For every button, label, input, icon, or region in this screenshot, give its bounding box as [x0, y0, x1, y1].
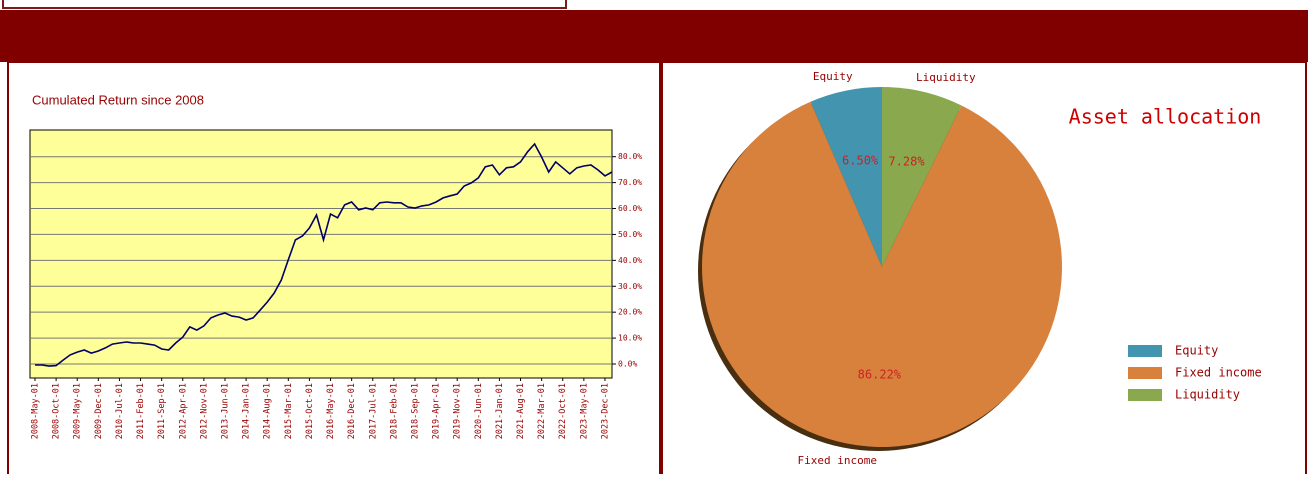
y-tick-label: 20.0%	[618, 308, 642, 317]
x-tick-label: 2016-Dec-01	[347, 383, 357, 439]
x-tick-label: 2018-Sep-01	[410, 383, 420, 439]
x-tick-label: 2011-Feb-01	[136, 383, 146, 439]
x-tick-label: 2015-Mar-01	[284, 383, 294, 439]
pie-chart: 6.50% Equity 86.22% Fixed income 7.28% Liquid…	[698, 70, 1262, 467]
legend-label: Equity	[1175, 344, 1218, 358]
x-tick-label: 2010-Jul-01	[115, 383, 125, 439]
x-tick-label: 2012-Apr-01	[178, 383, 188, 439]
x-tick-label: 2014-Aug-01	[263, 383, 273, 439]
legend-label: Fixed income	[1175, 366, 1262, 380]
plot-area	[29, 129, 613, 379]
x-tick-label: 2008-Oct-01	[52, 383, 62, 439]
x-tick-label: 2018-Feb-01	[389, 383, 399, 439]
y-tick-label: 70.0%	[618, 178, 642, 187]
y-tick-label: 10.0%	[618, 334, 642, 343]
x-tick-label: 2019-Nov-01	[453, 383, 463, 439]
x-tick-label: 2015-Oct-01	[305, 383, 315, 439]
slice-label: Fixed income	[798, 454, 877, 467]
x-tick-label: 2013-Jun-01	[220, 383, 230, 439]
y-tick-label: 40.0%	[618, 256, 642, 265]
x-tick-label: 2023-May-01	[579, 383, 589, 439]
banner	[0, 10, 1308, 62]
x-tick-label: 2019-Apr-01	[432, 383, 442, 439]
legend-swatch	[1128, 345, 1162, 357]
slice-label: Liquidity	[916, 71, 976, 84]
x-tick-label: 2012-Nov-01	[199, 383, 209, 439]
y-tick-label: 80.0%	[618, 152, 642, 161]
pie-slice	[810, 87, 882, 267]
value-label: 6.50%	[842, 154, 879, 168]
x-tick-label: 2016-May-01	[326, 383, 336, 439]
x-tick-label: 2017-Jul-01	[368, 383, 378, 439]
slice-label: Equity	[813, 70, 853, 83]
x-tick-label: 2020-Jun-01	[474, 383, 484, 439]
x-tick-label: 2022-Oct-01	[558, 383, 568, 439]
x-tick-label: 2021-Aug-01	[516, 383, 526, 439]
chart-title: Cumulated Return since 2008	[32, 92, 204, 107]
x-tick-label: 2011-Sep-01	[157, 383, 167, 439]
x-tick-label: 2021-Jan-01	[495, 383, 505, 439]
value-label: 7.28%	[888, 154, 925, 168]
legend-label: Liquidity	[1175, 388, 1240, 402]
pie-slice	[701, 101, 1062, 447]
x-tick-label: 2008-May-01	[31, 383, 41, 439]
return-line	[35, 142, 613, 367]
y-tick-label: 30.0%	[618, 282, 642, 291]
pie-slice	[882, 87, 962, 267]
legend-swatch	[1128, 389, 1162, 401]
x-tick-label: 2009-May-01	[73, 383, 83, 439]
x-tick-label: 2014-Jan-01	[242, 383, 252, 439]
y-tick-label: 60.0%	[618, 204, 642, 213]
x-tick-label: 2022-Mar-01	[537, 383, 547, 439]
y-tick-label: 50.0%	[618, 230, 642, 239]
value-label: 86.22%	[858, 367, 902, 381]
top-box	[2, 0, 567, 9]
y-tick-label: 0.0%	[618, 360, 637, 369]
x-tick-label: 2023-Dec-01	[600, 383, 610, 439]
x-tick-label: 2009-Dec-01	[94, 383, 104, 439]
line-chart: Cumulated Return since 2008 0.0% 10.0% 20.0…	[29, 92, 642, 439]
legend-swatch	[1128, 367, 1162, 379]
chart-title: Asset allocation	[1069, 105, 1262, 129]
